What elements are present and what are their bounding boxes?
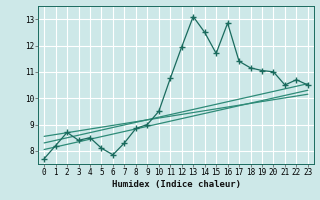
X-axis label: Humidex (Indice chaleur): Humidex (Indice chaleur) (111, 180, 241, 189)
